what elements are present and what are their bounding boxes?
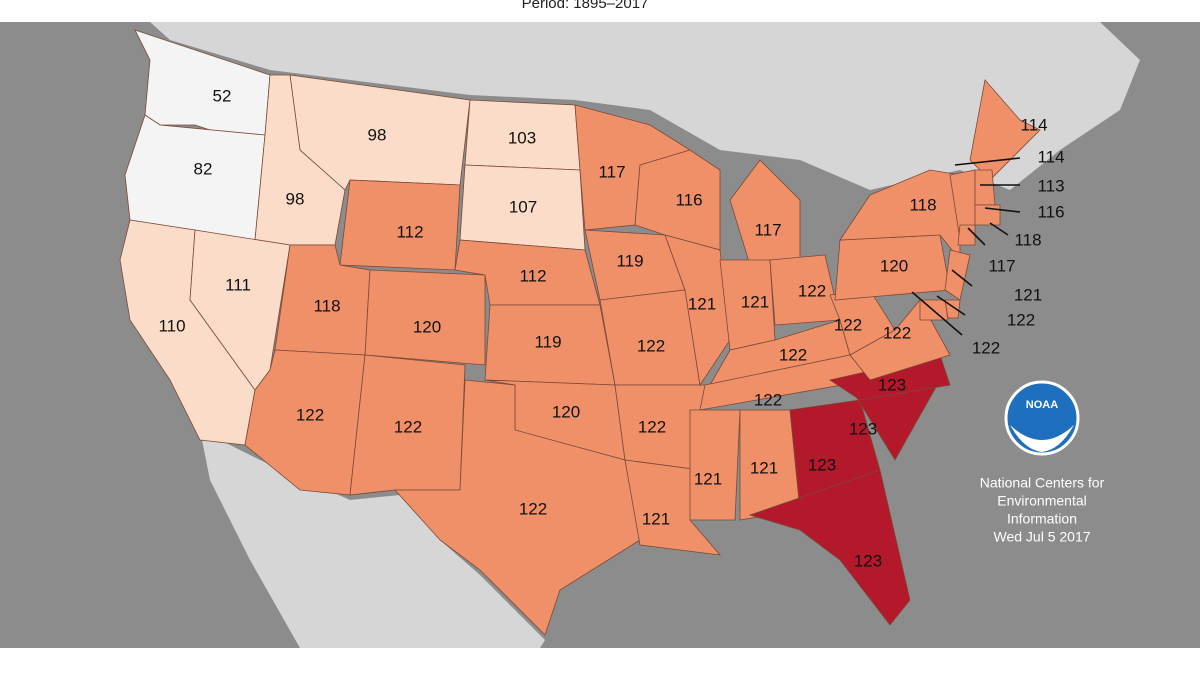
state-value: 118 [1014, 230, 1041, 249]
state-value: 114 [1037, 147, 1064, 166]
state [364, 269, 486, 366]
state-value: 123 [849, 419, 877, 438]
credit-line: Wed Jul 5 2017 [993, 529, 1090, 545]
state [957, 224, 976, 246]
state-value: 122 [296, 405, 324, 424]
callout-line [911, 291, 963, 336]
state-value: 114 [1020, 115, 1047, 134]
state-value: 98 [286, 189, 305, 208]
state-value: 122 [798, 281, 826, 300]
canada [150, 22, 1140, 190]
states [119, 29, 1041, 636]
state [729, 159, 801, 266]
state-value: 119 [616, 251, 643, 270]
state-value: 120 [880, 256, 908, 275]
callout-line [936, 295, 966, 316]
state-value: 119 [534, 332, 561, 351]
state-value: 118 [909, 195, 936, 214]
credit-line: Information [1007, 511, 1077, 527]
state-value: 112 [396, 222, 423, 241]
state-value: 117 [988, 256, 1015, 275]
state-value: 121 [741, 292, 769, 311]
state-value: 121 [750, 458, 778, 477]
state-value: 120 [413, 317, 441, 336]
credit-line: Environmental [997, 493, 1087, 509]
callout-line [989, 222, 1009, 236]
state [748, 469, 911, 626]
state-value: 52 [213, 86, 232, 105]
state-value: 117 [754, 220, 781, 239]
state-value: 112 [519, 266, 546, 285]
callout-line [984, 207, 1021, 213]
state-value: 123 [878, 375, 906, 394]
state-value: 122 [637, 336, 665, 355]
state [394, 379, 641, 636]
state [974, 204, 1001, 226]
noaa-logo: NOAA [1004, 380, 1080, 456]
credit-line: National Centers for [980, 475, 1105, 491]
state-value: 120 [552, 402, 580, 421]
state-value: 121 [1014, 285, 1042, 304]
state-value: 82 [194, 159, 213, 178]
subtitle: Period: 1895–2017 [522, 0, 649, 12]
state [664, 234, 731, 387]
state [689, 409, 741, 521]
state-value: 107 [509, 197, 537, 216]
state-value: 110 [158, 316, 185, 335]
state-value: 122 [1007, 310, 1035, 329]
state-value: 121 [688, 294, 716, 313]
state-value: 121 [642, 509, 670, 528]
state-value: 122 [519, 499, 547, 518]
state [974, 169, 996, 206]
mexico [200, 430, 545, 648]
state-value: 103 [508, 128, 536, 147]
logo-text: NOAA [1026, 399, 1058, 411]
state-value: 122 [394, 417, 422, 436]
state-values: 52 82 98 98 103 107 110 111 112 118 120 112 119 122 12… [158, 86, 1064, 570]
state-value: 122 [754, 390, 782, 409]
callout-line [967, 227, 986, 246]
state-value: 123 [808, 455, 836, 474]
state-value: 122 [834, 315, 862, 334]
state-value: 122 [883, 323, 911, 342]
state-value: 98 [368, 125, 387, 144]
state-value: 117 [598, 162, 625, 181]
state-value: 116 [1037, 202, 1064, 221]
state-value: 123 [854, 551, 882, 570]
state-value: 122 [972, 338, 1000, 357]
state-value: 118 [313, 296, 340, 315]
state [969, 79, 1041, 181]
state-value: 122 [638, 417, 666, 436]
logo-gull [1010, 425, 1074, 452]
callout-line [951, 269, 973, 287]
state-value: 111 [225, 275, 251, 294]
state-value: 116 [675, 190, 702, 209]
callout-line [954, 157, 1021, 166]
state-value: 122 [779, 345, 807, 364]
state-value: 113 [1037, 176, 1064, 195]
state-value: 121 [694, 469, 722, 488]
